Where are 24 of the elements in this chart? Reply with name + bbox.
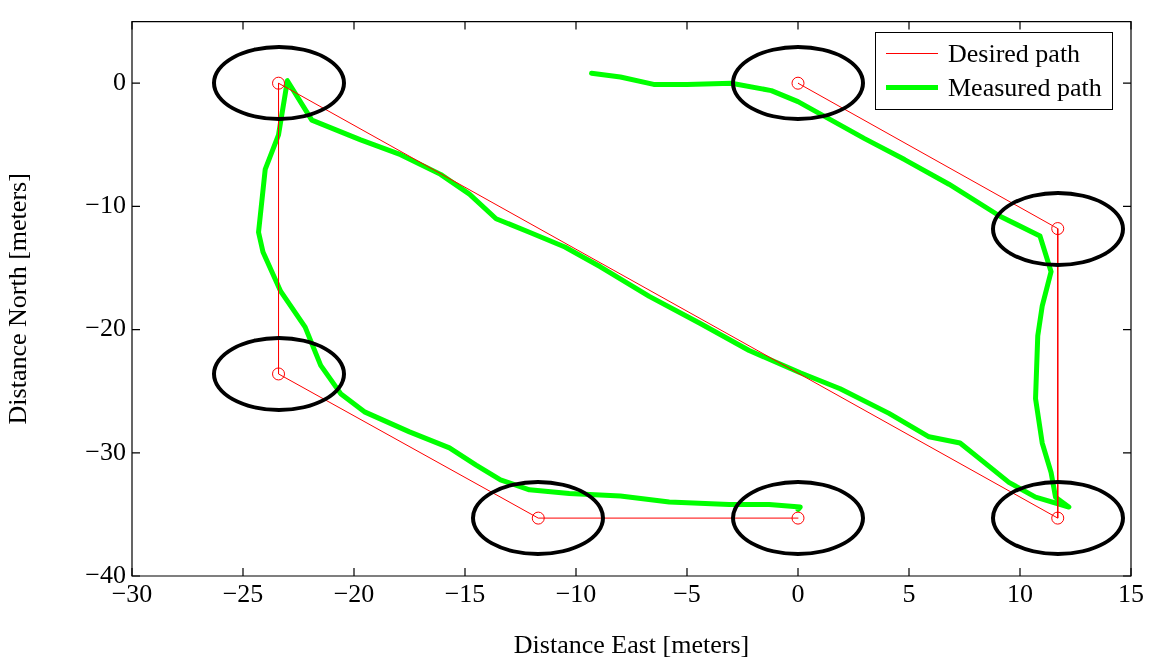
x-tick-label: 10 (1007, 579, 1033, 609)
point (272, 76, 286, 90)
y-tick-label: −10 (85, 190, 126, 220)
legend-label: Measured path (948, 72, 1102, 103)
point (531, 511, 545, 525)
point (1051, 222, 1065, 236)
y-axis-title: Distance North [meters] (3, 173, 33, 425)
x-tick-label: −20 (333, 579, 375, 609)
point (791, 511, 805, 525)
x-tick-label: 15 (1118, 579, 1144, 609)
point (791, 76, 805, 90)
x-tick-label: −15 (444, 579, 486, 609)
point (1051, 511, 1065, 525)
y-tick-label: 0 (113, 67, 126, 97)
x-tick-label: 5 (902, 579, 916, 609)
x-tick-label: 0 (791, 579, 805, 609)
legend-label: Desired path (948, 38, 1081, 69)
x-tick-label: −5 (673, 579, 701, 609)
x-axis-title: Distance East [meters] (513, 630, 750, 660)
x-tick-label: −10 (555, 579, 597, 609)
x-tick-label: −25 (222, 579, 264, 609)
y-tick-label: −20 (85, 313, 126, 343)
point (272, 367, 286, 381)
y-tick-label: −30 (85, 436, 126, 466)
